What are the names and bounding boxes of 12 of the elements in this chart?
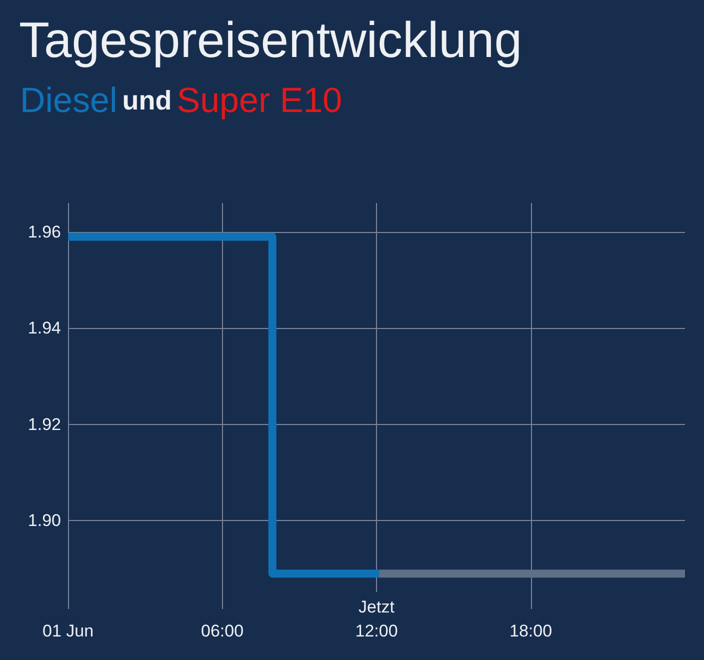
legend-label: Super E10 — [176, 81, 342, 120]
x-tick-label: 01 Jun — [42, 622, 94, 640]
chart-title: Tagespreisentwicklung — [19, 12, 522, 68]
x-tick-label: 06:00 — [200, 622, 244, 640]
x-tick-label: Jetzt 12:00 — [355, 598, 398, 640]
y-tick-label: 1.96 — [28, 222, 61, 242]
y-tick-label: 1.90 — [28, 511, 61, 530]
x-tick-label: 18:00 — [509, 622, 552, 640]
text: Diesel — [20, 81, 118, 120]
y-tick-label: 1.92 — [28, 414, 61, 434]
text: und — [122, 86, 172, 116]
y-tick-label: 1.94 — [28, 318, 61, 338]
